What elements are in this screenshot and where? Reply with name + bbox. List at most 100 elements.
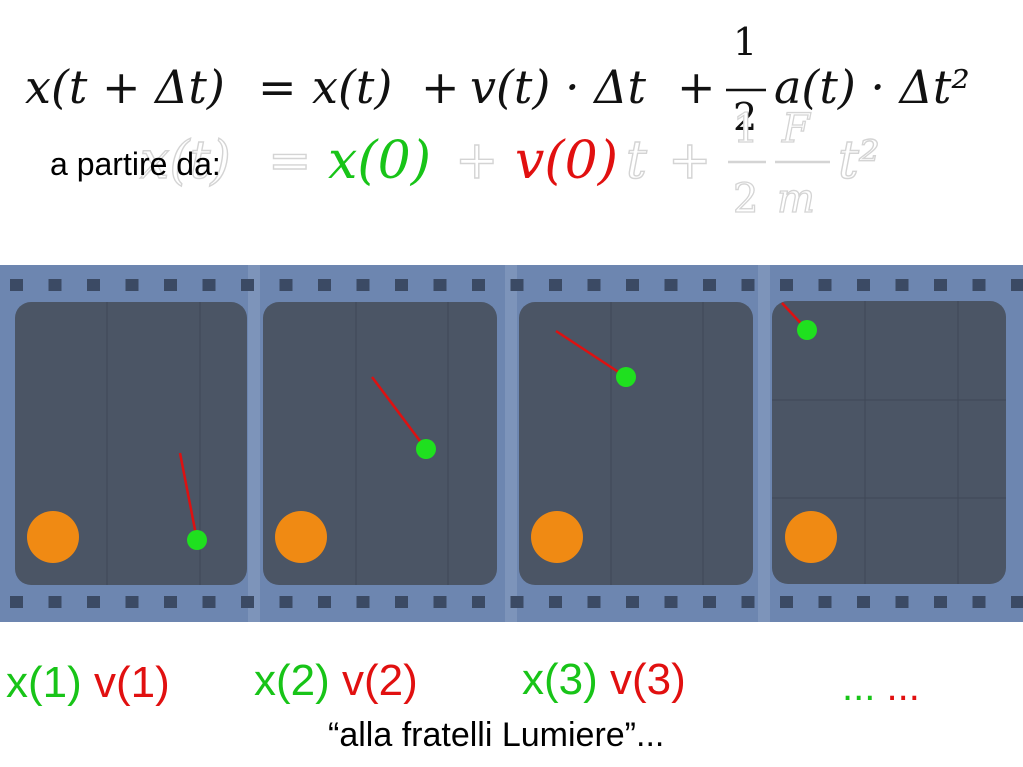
caption-3-velocity: v(3) <box>610 655 686 704</box>
sprocket-hole-bottom <box>472 596 485 608</box>
caption-3-position: x(3) <box>522 655 598 704</box>
sol-lhs: x(t) <box>140 131 231 191</box>
sprocket-hole-bottom <box>703 596 716 608</box>
sprocket-hole-top <box>626 279 639 291</box>
sol-equals: = <box>268 131 312 191</box>
sprocket-hole-top <box>549 279 562 291</box>
caption-frame-4: ... ... <box>842 665 920 710</box>
sprocket-hole-bottom <box>857 596 870 608</box>
sprocket-hole-top <box>1011 279 1023 291</box>
frame-4 <box>772 301 1006 584</box>
sprocket-hole-bottom <box>587 596 601 608</box>
sprocket-hole-top <box>395 279 408 291</box>
eq-plus-1: + <box>421 60 460 114</box>
film-strip <box>0 265 1023 622</box>
sprocket-hole-top <box>164 279 177 291</box>
sprocket-holes <box>10 279 1023 608</box>
sprocket-hole-top <box>703 279 716 291</box>
eq-plus-2: + <box>677 60 716 114</box>
caption-frame-2: x(2) v(2) <box>254 656 418 706</box>
sprocket-hole-top <box>87 279 100 291</box>
sprocket-hole-bottom <box>549 596 562 608</box>
frame-1 <box>15 302 247 585</box>
sprocket-hole-bottom <box>241 596 254 608</box>
sprocket-hole-top <box>472 279 485 291</box>
caption-frame-1: x(1) v(1) <box>6 658 170 708</box>
frame-1-velocity-arrow <box>178 452 199 541</box>
frame-2-orange-ball <box>275 511 327 563</box>
sprocket-hole-bottom <box>48 596 62 608</box>
sol-frac1-numerator: 1 <box>733 106 758 152</box>
sprocket-hole-top <box>125 279 139 291</box>
sol-frac1-denominator: 2 <box>733 176 758 222</box>
frame-3-velocity-arrow <box>555 329 627 379</box>
frame-1-orange-ball <box>27 511 79 563</box>
sol-plus-2: + <box>668 131 712 191</box>
eq-term-acceleration: a(t) · Δt² <box>774 60 970 114</box>
sol-t-squared: t² <box>838 131 880 191</box>
sprocket-hole-bottom <box>626 596 639 608</box>
solution-equation: x(t) = x(0) + v(0) t + 1 2 F m t² <box>139 105 880 222</box>
frame-2-screen <box>263 302 497 585</box>
sol-frac2-numerator: F <box>781 106 811 152</box>
eq-term-position: x(t) <box>312 60 392 114</box>
sol-v0: v(0) <box>515 131 618 191</box>
sprocket-hole-bottom <box>1011 596 1023 608</box>
eq-frac-numerator: 1 <box>733 20 757 64</box>
frame-1-position-point <box>187 530 207 550</box>
footer-quote: “alla fratelli Lumiere”... <box>328 716 665 754</box>
sprocket-hole-bottom <box>10 596 23 608</box>
caption-2-position: x(2) <box>254 656 330 705</box>
update-rule-equation: x(t + Δt) = x(t) + v(t) · Δt + 1 2 a(t) … <box>25 20 970 130</box>
sprocket-hole-bottom <box>87 596 100 608</box>
sprocket-hole-bottom <box>818 596 832 608</box>
frame-4-orange-ball <box>785 511 837 563</box>
caption-4-velocity: ... <box>886 665 920 709</box>
sprocket-hole-top <box>664 279 678 291</box>
sprocket-hole-top <box>741 279 755 291</box>
frame-2-position-point <box>416 439 436 459</box>
sprocket-hole-top <box>780 279 793 291</box>
frame-2-velocity-arrow <box>371 376 427 450</box>
sprocket-hole-bottom <box>395 596 408 608</box>
sprocket-hole-top <box>510 279 524 291</box>
sprocket-hole-bottom <box>164 596 177 608</box>
sprocket-hole-top <box>10 279 23 291</box>
caption-2-velocity: v(2) <box>342 656 418 705</box>
sprocket-hole-top <box>895 279 909 291</box>
sprocket-hole-top <box>972 279 986 291</box>
sprocket-hole-top <box>279 279 293 291</box>
frame-3-position-point <box>616 367 636 387</box>
sol-x0: x(0) <box>328 131 431 191</box>
frame-3 <box>519 302 753 585</box>
frame-3-screen <box>519 302 753 585</box>
prefix-label: a partire da: <box>50 146 221 182</box>
sprocket-hole-top <box>318 279 331 291</box>
sprocket-hole-bottom <box>125 596 139 608</box>
eq-term-velocity: v(t) · Δt <box>470 60 646 114</box>
sprocket-hole-top <box>241 279 254 291</box>
frame-4-position-point <box>797 320 817 340</box>
sprocket-hole-bottom <box>510 596 524 608</box>
caption-frame-3: x(3) v(3) <box>522 655 686 705</box>
sprocket-hole-bottom <box>318 596 331 608</box>
frame-3-orange-ball <box>531 511 583 563</box>
caption-1-position: x(1) <box>6 658 82 707</box>
sol-frac2-denominator: m <box>777 176 815 222</box>
sprocket-hole-bottom <box>895 596 909 608</box>
sprocket-hole-top <box>433 279 447 291</box>
film-sep-2 <box>505 265 517 622</box>
eq-lhs: x(t + Δt) <box>25 60 225 114</box>
caption-4-position: ... <box>842 665 876 709</box>
sprocket-hole-top <box>587 279 601 291</box>
sol-plus-1: + <box>455 131 499 191</box>
sprocket-hole-top <box>356 279 370 291</box>
sprocket-hole-bottom <box>972 596 986 608</box>
frame-2 <box>263 302 497 585</box>
sprocket-hole-bottom <box>664 596 678 608</box>
sprocket-hole-top <box>934 279 947 291</box>
sprocket-hole-top <box>202 279 216 291</box>
sprocket-hole-bottom <box>934 596 947 608</box>
sprocket-hole-bottom <box>433 596 447 608</box>
sol-t: t <box>626 131 647 191</box>
